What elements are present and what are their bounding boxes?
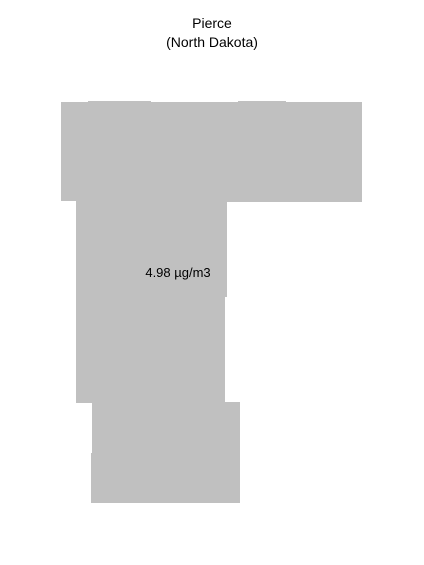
county-name: Pierce: [192, 15, 232, 31]
county-shape[interactable]: [61, 101, 362, 503]
state-name: (North Dakota): [166, 34, 258, 50]
pollution-value-label: 4.98 µg/m3: [145, 265, 211, 280]
map-title: Pierce (North Dakota): [0, 14, 424, 52]
